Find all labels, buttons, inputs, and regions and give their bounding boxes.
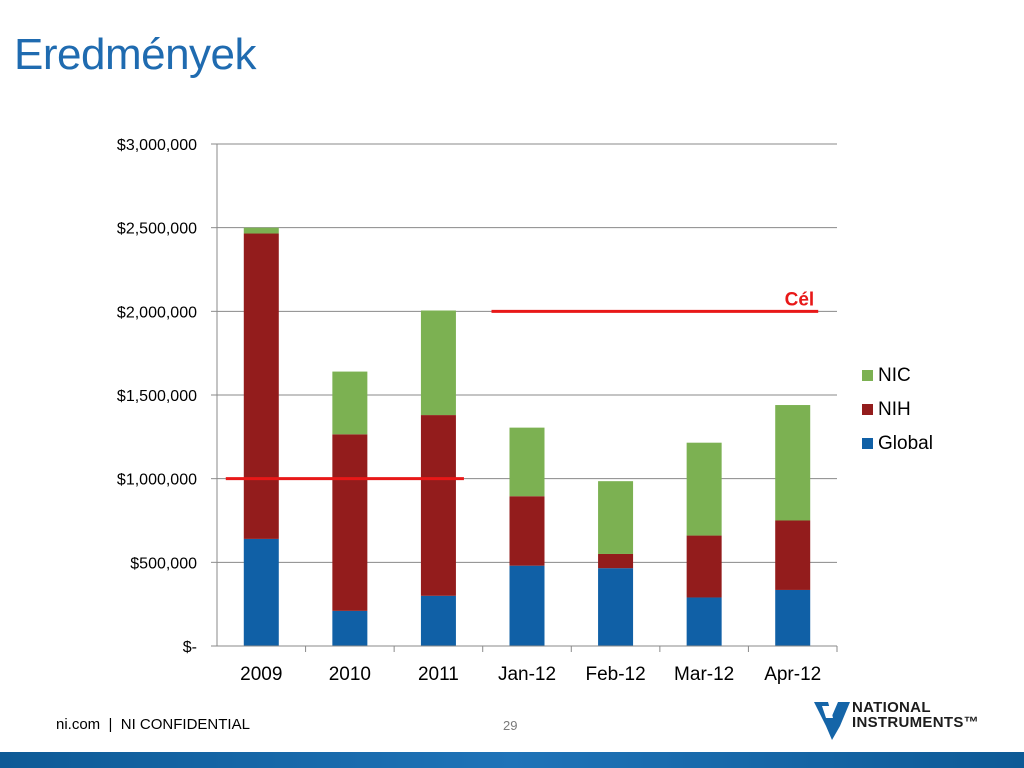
legend-swatch-global <box>862 438 873 449</box>
bar-global <box>509 565 545 646</box>
logo-line-2: INSTRUMENTS™ <box>852 714 979 731</box>
bar-nih <box>332 434 368 611</box>
slide-title: Eredmények <box>14 30 257 79</box>
x-tick-label: Mar-12 <box>674 664 734 685</box>
bar-nic <box>332 371 368 435</box>
y-tick-label: $500,000 <box>130 555 197 572</box>
bar-nih <box>420 415 456 596</box>
ni-eagle-icon <box>814 702 850 740</box>
bar-nih <box>243 233 279 539</box>
legend-label-global: Global <box>878 433 933 454</box>
y-tick-label: $2,500,000 <box>117 221 197 238</box>
x-tick-label: 2011 <box>418 664 459 685</box>
bar-global <box>332 610 368 646</box>
legend-swatch-nih <box>862 404 873 415</box>
footer-text: ni.com | NI CONFIDENTIAL <box>56 716 250 733</box>
bar-nih <box>598 553 634 569</box>
legend-swatch-nic <box>862 370 873 381</box>
x-tick-label: 2009 <box>240 664 282 685</box>
national-instruments-logo: NATIONAL INSTRUMENTS™ <box>812 694 982 744</box>
bar-nic <box>420 310 456 416</box>
bar-global <box>598 568 634 646</box>
bar-nic <box>598 481 634 554</box>
bar-global <box>775 589 811 646</box>
x-tick-label: Apr-12 <box>764 664 821 685</box>
y-tick-label: $3,000,000 <box>117 137 197 154</box>
y-tick-label: $1,000,000 <box>117 472 197 489</box>
page-number: 29 <box>503 718 518 733</box>
logo-line-1: NATIONAL <box>852 699 931 716</box>
bar-nih <box>509 496 545 566</box>
x-tick-label: Jan-12 <box>498 664 556 685</box>
bottom-bar <box>0 752 1024 768</box>
x-tick-label: Feb-12 <box>585 664 645 685</box>
bar-global <box>243 538 279 646</box>
bar-nic <box>775 405 811 521</box>
bar-nic <box>243 227 279 234</box>
stacked-bar-chart: $- $500,000 $1,000,000 $1,500,000 $2,000,000… <box>117 137 933 685</box>
bar-global <box>420 595 456 646</box>
bar-global <box>686 597 722 646</box>
legend-label-nih: NIH <box>878 399 911 420</box>
target-label: Cél <box>785 289 815 310</box>
y-tick-label: $2,000,000 <box>117 304 197 321</box>
bar-nih <box>775 520 811 590</box>
bar-nic <box>686 442 722 536</box>
bar-nic <box>509 427 545 497</box>
y-tick-label: $1,500,000 <box>117 388 197 405</box>
y-tick-label: $- <box>183 639 197 656</box>
legend-label-nic: NIC <box>878 365 911 386</box>
x-tick-label: 2010 <box>329 664 371 685</box>
bar-nih <box>686 535 722 598</box>
